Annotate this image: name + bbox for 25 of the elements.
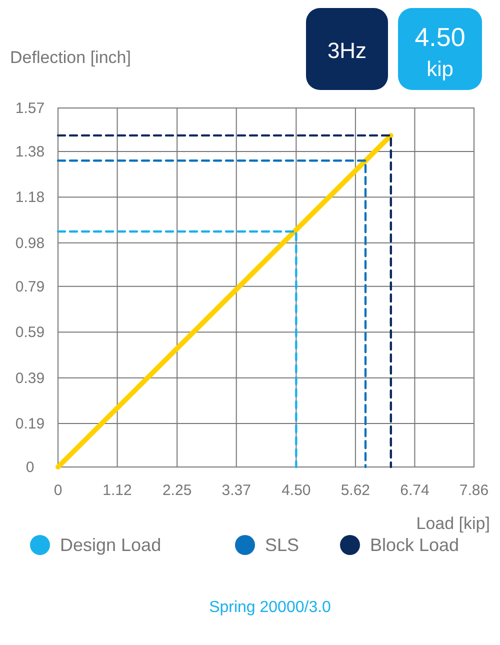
x-tick-label: 0 [54,482,62,499]
x-tick-label: 5.62 [340,482,370,499]
y-axis-title: Deflection [inch] [10,48,131,67]
legend-label: Block Load [370,535,460,555]
y-tick-label: 0.79 [15,278,45,296]
x-tick-label: 4.50 [282,482,311,499]
frequency-badge: 3Hz [306,8,388,90]
y-tick-label: 0.39 [15,370,45,387]
y-tick-label: 1.38 [15,143,45,160]
y-tick-label: 1.18 [15,189,45,206]
y-tick-label: 0.19 [15,416,45,433]
legend-label: Design Load [60,535,162,555]
x-tick-label: 3.37 [222,482,251,499]
y-tick-label: 0 [26,459,34,476]
y-tick-label: 1.57 [15,100,45,117]
load-badge: 4.50 kip [398,8,482,90]
x-tick-label: 2.25 [162,482,192,499]
x-axis-title: Load [kip] [416,514,490,533]
legend-label: SLS [265,535,300,555]
x-tick-label: 1.12 [102,482,132,499]
y-tick-label: 0.98 [15,234,45,252]
x-tick-label: 7.86 [459,482,489,499]
y-tick-label: 0.59 [15,324,45,342]
text: Spring 20000/3.0 [209,599,332,616]
x-tick-label: 6.74 [400,482,430,499]
